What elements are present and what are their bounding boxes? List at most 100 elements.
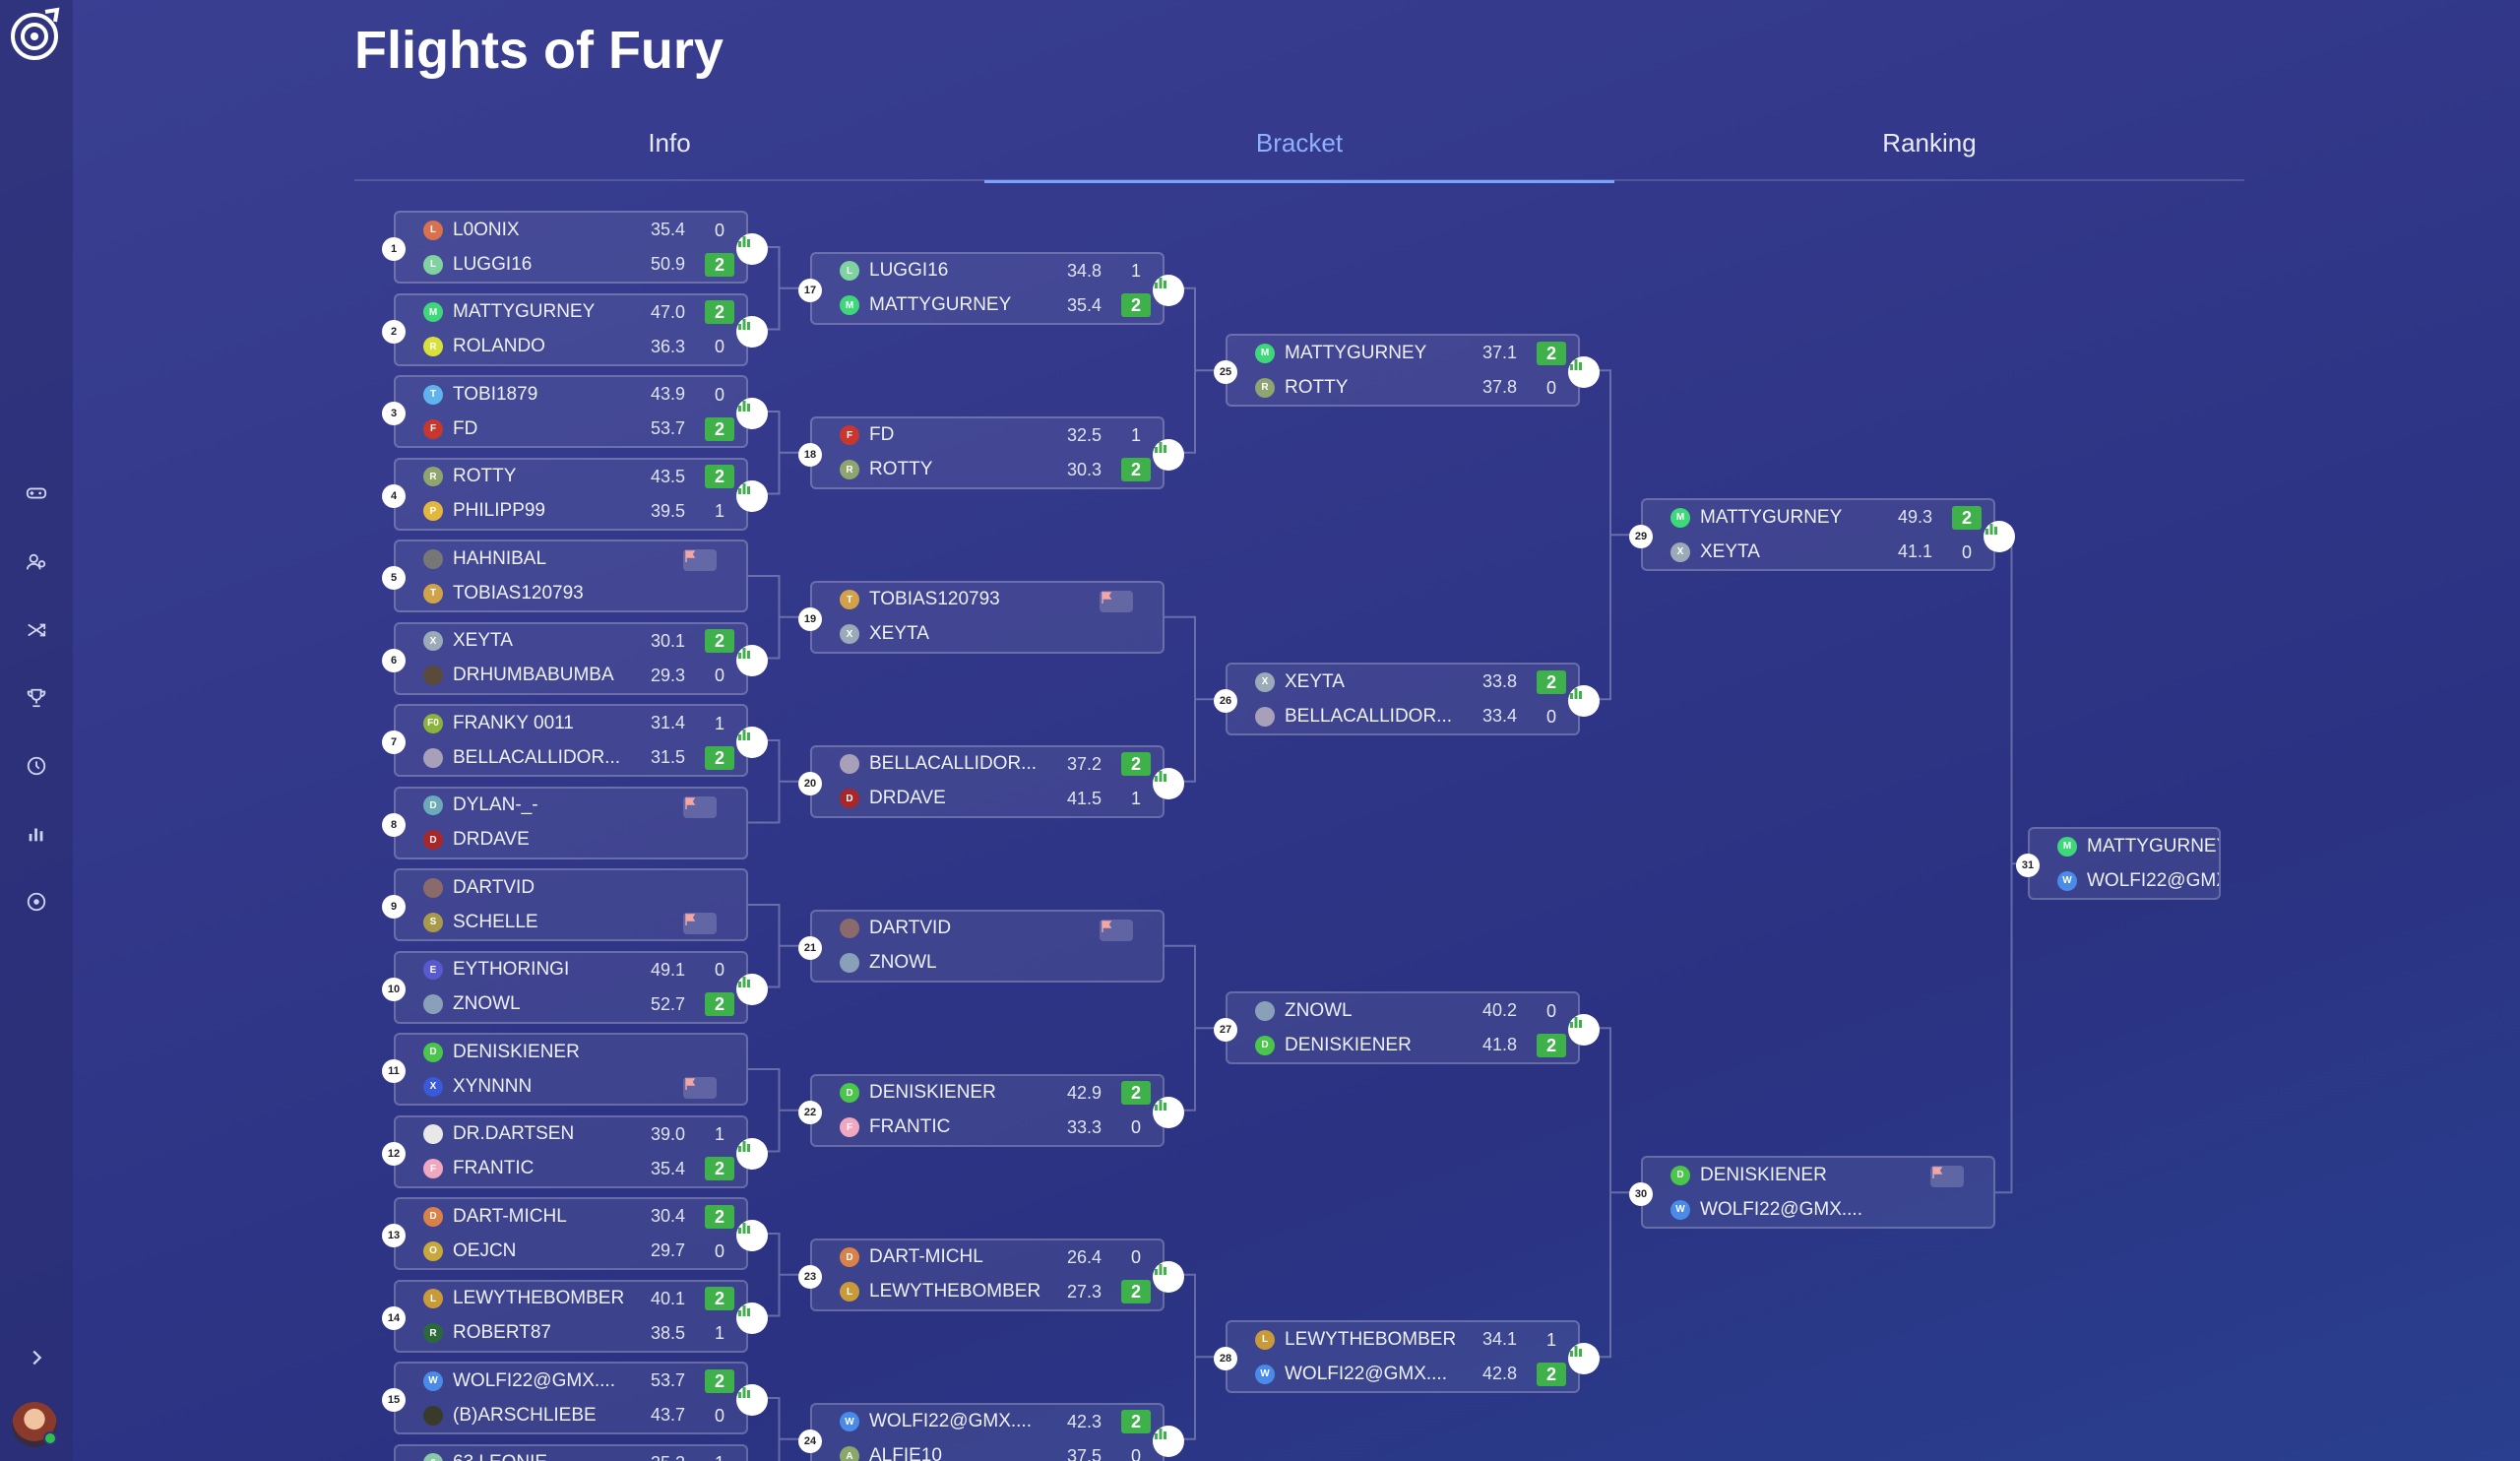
player-row[interactable]: M MATTYGURNEY 37.1 2 (1228, 336, 1578, 370)
match-stats-icon[interactable] (1153, 1260, 1184, 1293)
match-card[interactable]: W WOLFI22@GMX.... 42.3 2 A ALFIE10 37.5 0 24 (798, 1402, 1184, 1461)
player-row[interactable]: R ROBERT87 38.5 1 (396, 1316, 746, 1351)
match-stats-icon[interactable] (736, 973, 768, 1005)
match-stats-icon[interactable] (1153, 274, 1184, 306)
player-row[interactable]: L LUGGI16 50.9 2 (396, 247, 746, 282)
match-card[interactable]: DARTVID S SCHELLE 9 (382, 868, 748, 941)
player-row[interactable]: R ROTTY 43.5 2 (396, 460, 746, 494)
player-row[interactable]: L LEWYTHEBOMBER 27.3 2 (812, 1275, 1163, 1309)
flag-icon[interactable] (1100, 590, 1133, 612)
player-row[interactable]: A ALFIE10 37.5 0 (812, 1439, 1163, 1461)
match-card[interactable]: M MATTYGURNEY 37.1 2 R ROTTY 37.8 0 25 (1214, 334, 1600, 408)
player-row[interactable]: W WOLFI22@GMX. (2030, 863, 2219, 898)
player-row[interactable]: W WOLFI22@GMX.... 53.7 2 (396, 1364, 746, 1398)
flag-icon[interactable] (683, 549, 717, 571)
player-row[interactable]: L LEWYTHEBOMBER 40.1 2 (396, 1282, 746, 1316)
player-row[interactable]: F FD 32.5 1 (812, 418, 1163, 453)
match-card[interactable]: L LEWYTHEBOMBER 40.1 2 R ROBERT87 38.5 1 14 (382, 1279, 768, 1353)
player-row[interactable]: R ROTTY 30.3 2 (812, 453, 1163, 487)
player-row[interactable]: O OEJCN 29.7 0 (396, 1234, 746, 1268)
player-row[interactable]: X XEYTA 41.1 0 (1643, 535, 1993, 569)
user-avatar[interactable] (12, 1402, 57, 1447)
match-card[interactable]: M MATTYGURNEY W WOLFI22@GMX. 31 (2016, 827, 2221, 901)
match-stats-icon[interactable] (1568, 356, 1600, 389)
flag-icon[interactable] (683, 1077, 717, 1099)
match-card[interactable]: E EYTHORINGI 49.1 0 ZNOWL 52.7 2 10 (382, 950, 768, 1024)
flag-icon[interactable] (1100, 919, 1133, 941)
player-row[interactable]: DARTVID (396, 870, 746, 905)
match-stats-icon[interactable] (736, 1302, 768, 1334)
player-row[interactable]: L L0ONIX 35.4 0 (396, 213, 746, 247)
match-stats-icon[interactable] (1984, 521, 2015, 553)
player-row[interactable]: DR.DARTSEN 39.0 1 (396, 1117, 746, 1152)
player-row[interactable]: X XEYTA (812, 617, 1163, 652)
chevron-right-icon[interactable] (22, 1343, 51, 1372)
player-row[interactable]: DARTVID (812, 912, 1163, 946)
player-row[interactable]: R ROLANDO 36.3 0 (396, 330, 746, 364)
player-row[interactable]: D DENISKIENER (1643, 1158, 1993, 1192)
flag-icon[interactable] (683, 795, 717, 818)
player-row[interactable]: ZNOWL 52.7 2 (396, 987, 746, 1022)
player-row[interactable]: F0 FRANKY 0011 31.4 1 (396, 706, 746, 740)
player-row[interactable]: D DENISKIENER 41.8 2 (1228, 1028, 1578, 1062)
player-row[interactable]: L LUGGI16 34.8 1 (812, 254, 1163, 288)
match-stats-icon[interactable] (1153, 1096, 1184, 1128)
player-row[interactable]: HAHNIBAL (396, 541, 746, 576)
match-stats-icon[interactable] (736, 727, 768, 758)
match-stats-icon[interactable] (1568, 685, 1600, 718)
player-row[interactable]: D DYLAN-_- (396, 789, 746, 823)
app-logo-icon[interactable] (6, 6, 63, 63)
player-row[interactable]: D DENISKIENER (396, 1035, 746, 1069)
gamepad-icon[interactable] (22, 478, 51, 508)
match-stats-icon[interactable] (736, 315, 768, 348)
player-row[interactable]: L LEWYTHEBOMBER 34.1 1 (1228, 1322, 1578, 1357)
match-card[interactable]: L LEWYTHEBOMBER 34.1 1 W WOLFI22@GMX.... 42.8 2… (1214, 1320, 1600, 1394)
player-row[interactable]: T TOBIAS120793 (812, 583, 1163, 617)
match-card[interactable]: F FD 32.5 1 R ROTTY 30.3 2 18 (798, 415, 1184, 489)
player-row[interactable]: R ROTTY 37.8 0 (1228, 370, 1578, 405)
match-stats-icon[interactable] (1153, 438, 1184, 471)
player-row[interactable]: F FD 53.7 2 (396, 412, 746, 446)
match-card[interactable]: W WOLFI22@GMX.... 53.7 2 (B)ARSCHLIEBE 43.7 0 1… (382, 1362, 768, 1434)
player-row[interactable]: W WOLFI22@GMX.... 42.3 2 (812, 1405, 1163, 1439)
player-row[interactable]: D DENISKIENER 42.9 2 (812, 1076, 1163, 1111)
tab-info[interactable]: Info (648, 128, 691, 158)
match-stats-icon[interactable] (1568, 1343, 1600, 1375)
trophy-icon[interactable] (22, 683, 51, 713)
match-stats-icon[interactable] (736, 479, 768, 512)
target-icon[interactable] (22, 887, 51, 917)
match-card[interactable]: D DART-MICHL 30.4 2 O OEJCN 29.7 0 13 (382, 1197, 768, 1270)
player-row[interactable]: X XYNNNN (396, 1069, 746, 1104)
players-icon[interactable] (22, 547, 51, 577)
player-row[interactable]: ZNOWL 40.2 0 (1228, 993, 1578, 1028)
player-row[interactable]: F FRANTIC 33.3 0 (812, 1111, 1163, 1145)
flag-icon[interactable] (683, 913, 717, 934)
match-card[interactable]: X XEYTA 33.8 2 BELLACALLIDOR... 33.4 0 26 (1214, 663, 1600, 736)
match-card[interactable]: HAHNIBAL T TOBIAS120793 5 (382, 540, 748, 612)
player-row[interactable]: X XEYTA 33.8 2 (1228, 665, 1578, 699)
player-row[interactable]: T TOBI1879 43.9 0 (396, 377, 746, 412)
player-row[interactable]: P PHILIPP99 39.5 1 (396, 494, 746, 529)
player-row[interactable]: D DART-MICHL 26.4 0 (812, 1240, 1163, 1275)
player-row[interactable]: F FRANTIC 35.4 2 (396, 1152, 746, 1186)
match-card[interactable]: F0 FRANKY 0011 31.4 1 BELLACALLIDOR... 31.5 2 7 (382, 704, 768, 777)
player-row[interactable]: W WOLFI22@GMX.... 42.8 2 (1228, 1357, 1578, 1391)
match-stats-icon[interactable] (736, 1137, 768, 1170)
match-card[interactable]: DARTVID ZNOWL 21 (798, 909, 1165, 983)
tab-bracket[interactable]: Bracket (984, 118, 1614, 183)
match-card[interactable]: 6 63 LEONIE35.2 11 6 (394, 1443, 748, 1461)
match-card[interactable]: R ROTTY 43.5 2 P PHILIPP99 39.5 1 4 (382, 457, 768, 531)
player-row[interactable]: D DRDAVE 41.5 1 (812, 782, 1163, 816)
match-card[interactable]: ZNOWL 40.2 0 D DENISKIENER 41.8 2 27 (1214, 991, 1600, 1065)
player-row[interactable]: M MATTYGURNEY 49.3 2 (1643, 500, 1993, 535)
player-row[interactable]: ZNOWL (812, 946, 1163, 981)
match-stats-icon[interactable] (1153, 767, 1184, 799)
match-card[interactable]: D DART-MICHL 26.4 0 L LEWYTHEBOMBER 27.3 2 23 (798, 1238, 1184, 1311)
shuffle-icon[interactable] (22, 615, 51, 645)
player-row[interactable]: E EYTHORINGI 49.1 0 (396, 953, 746, 987)
flag-icon[interactable] (1930, 1166, 1964, 1188)
player-row[interactable]: W WOLFI22@GMX.... (1643, 1192, 1993, 1227)
player-row[interactable]: 6 63 LEONIE35.2 1 (396, 1446, 746, 1461)
player-row[interactable]: DRHUMBABUMBA 29.3 0 (396, 659, 746, 693)
stats-icon[interactable] (22, 819, 51, 849)
